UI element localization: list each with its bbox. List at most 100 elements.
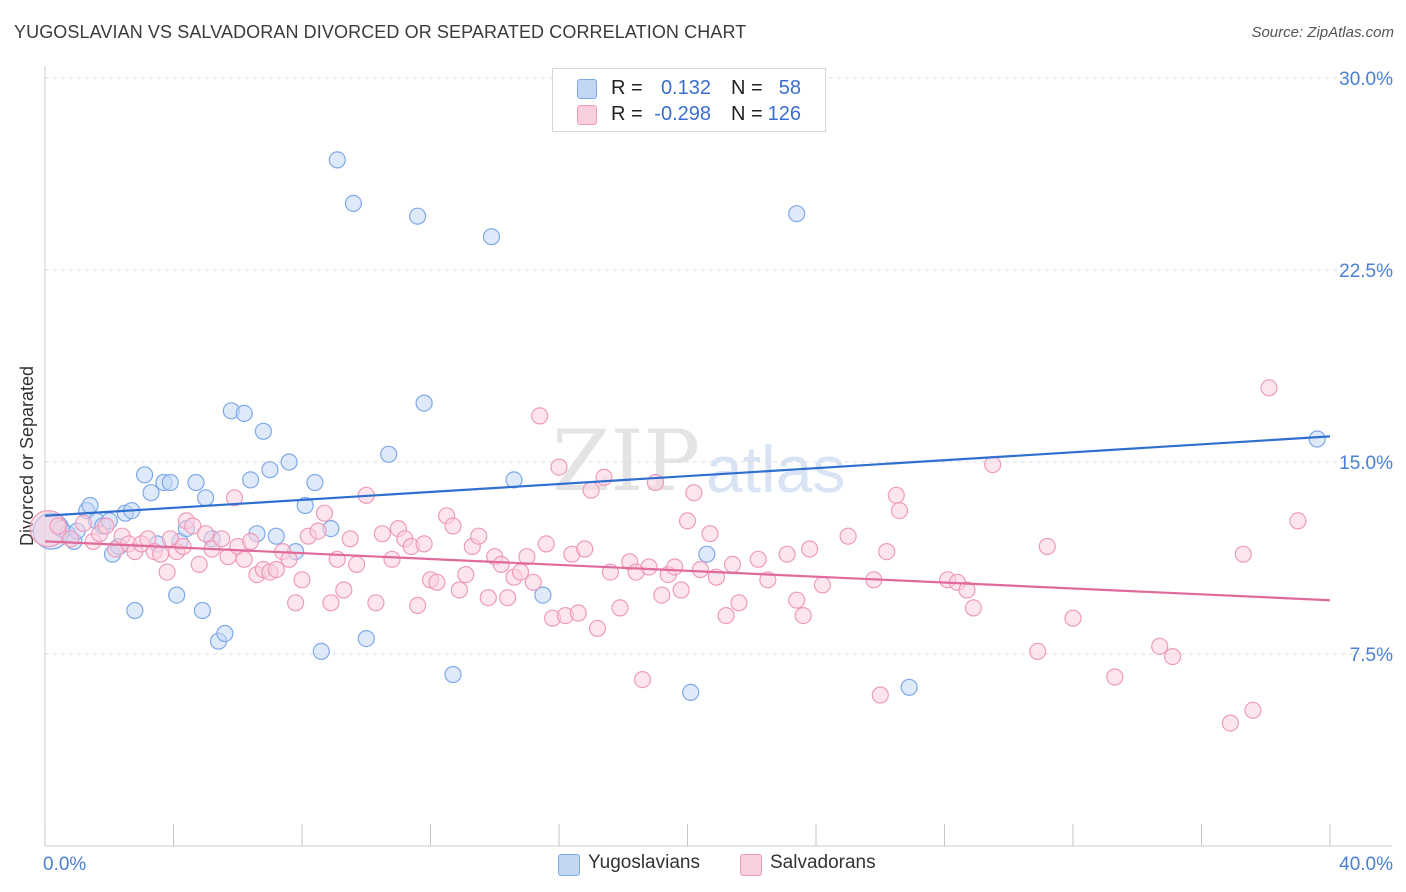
stats-r-label: R = [611,103,643,125]
stats-r-value: -0.298 [654,103,711,125]
data-point [518,548,536,566]
data-point [1308,430,1326,448]
data-point [582,481,600,499]
data-point [505,471,523,489]
data-point [267,527,285,545]
data-point [479,589,497,607]
data-point [74,514,93,533]
data-point [444,665,462,684]
stats-n-label: N = [731,103,763,125]
data-point [242,532,260,551]
data-point [640,558,658,576]
data-point [184,517,202,535]
data-point [216,624,234,643]
data-point [242,471,260,489]
watermark-zip: ZIP [552,412,700,510]
data-point [409,596,427,615]
data-point [126,601,144,620]
data-point [235,404,253,422]
stats-legend-box: R = 0.132 N = 58 R = -0.298 N = 126 [552,68,826,132]
data-point [457,565,475,584]
data-point [280,453,298,471]
data-point [344,194,362,212]
data-point [1029,642,1047,661]
data-point [813,576,832,594]
data-point [788,205,806,223]
data-point [415,394,433,412]
x-tick-labels: 0.0% 40.0% [43,854,1393,875]
data-point [197,525,215,543]
data-point [197,489,215,507]
data-point [701,525,719,543]
stats-swatch-yugoslavians [577,79,597,99]
data-point [49,517,67,535]
legend-label: Salvadorans [770,852,876,873]
x-tick-label: 40.0% [1339,854,1393,875]
trend-line-salvadorans [44,540,1331,602]
series-legend: Yugoslavians Salvadorans [0,850,1406,878]
data-point [1064,609,1082,627]
data-point [524,573,542,591]
data-point [482,228,501,246]
data-point [470,527,488,545]
data-point [717,606,735,625]
data-point [280,550,298,568]
axes [44,66,1392,847]
data-point [348,555,366,574]
data-point [450,581,468,599]
data-point [492,555,510,574]
data-point [161,473,179,492]
data-point [576,540,594,558]
data-point [168,586,186,604]
data-point [900,678,918,696]
data-point [1106,668,1124,686]
data-point [499,589,517,607]
data-point [685,484,703,502]
y-tick-label: 15.0% [1339,453,1393,474]
data-point [887,486,905,504]
data-point [595,468,613,486]
y-tick-label: 22.5% [1339,261,1393,282]
data-point [839,527,857,545]
data-point [428,573,446,591]
data-point [666,558,684,576]
data-point [158,563,176,581]
stats-r-value: 0.132 [660,77,711,99]
data-point [794,606,812,625]
data-point [730,594,748,612]
data-point [1163,647,1182,666]
y-axis-label: Divorced or Separated [17,366,37,546]
data-point [1234,545,1252,563]
data-point [964,599,983,617]
data-point [254,422,272,440]
trend-layer [44,435,1331,602]
data-point [97,517,115,535]
legend-swatch-salvadorans [740,854,762,876]
data-point [152,545,170,563]
data-point [309,522,327,540]
stats-n-label: N = [731,77,763,99]
source-label: Source: ZipAtlas.com [1251,24,1394,41]
data-point [633,670,652,689]
y-tick-label: 30.0% [1339,69,1393,90]
data-point [293,571,311,589]
data-point [1244,701,1262,719]
data-point [759,571,777,589]
data-point [373,525,391,543]
data-point [1221,714,1240,732]
data-point [444,517,462,535]
data-point [691,560,710,579]
data-point [534,586,552,604]
data-point [225,489,244,507]
data-point [193,601,211,620]
data-point [569,604,587,622]
y-tick-labels: 7.5% 15.0% 22.5% 30.0% [1339,69,1393,666]
data-point [550,458,568,476]
data-point [698,545,716,563]
data-point [235,550,253,568]
trend-line-yugoslavians [44,435,1331,517]
legend-label: Yugoslavians [588,852,700,873]
data-point [890,502,909,520]
data-point [357,629,375,648]
